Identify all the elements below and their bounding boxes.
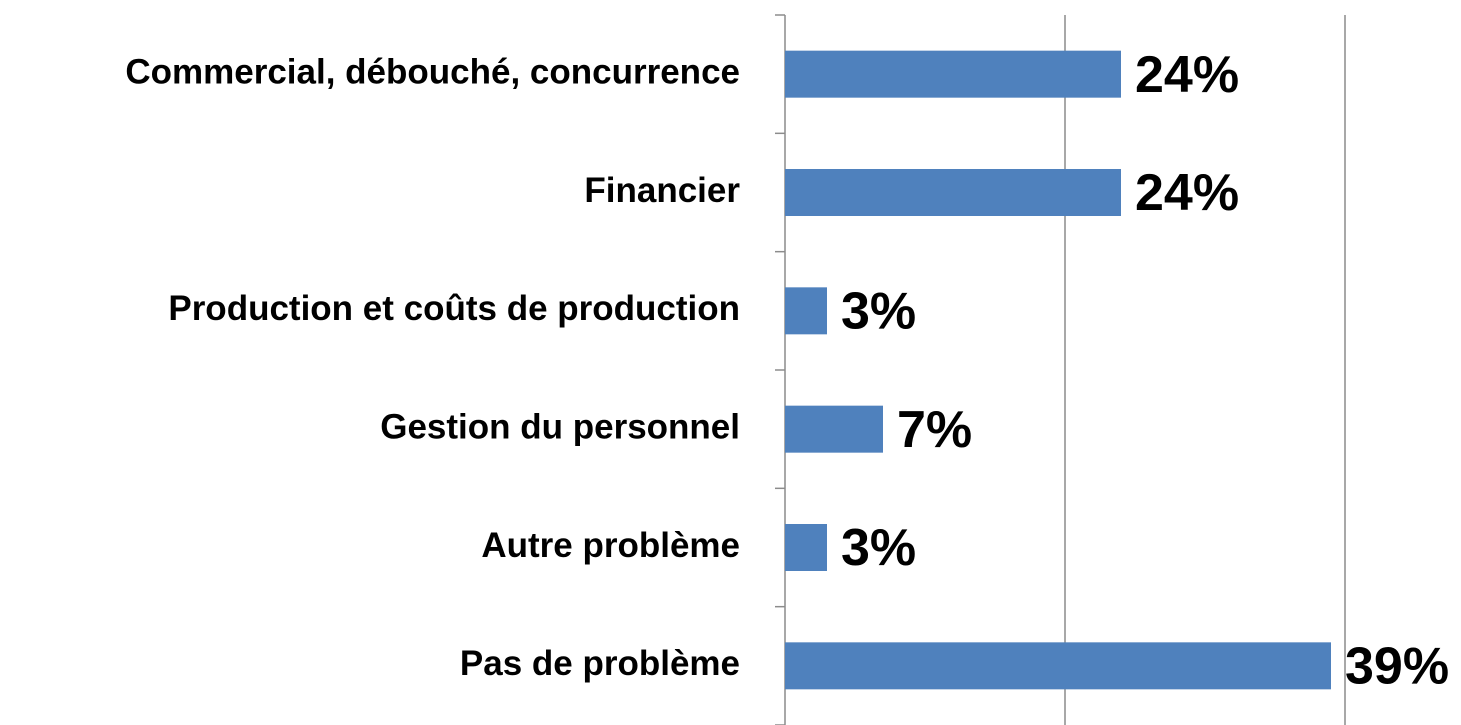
category-label: Commercial, débouché, concurrence — [125, 52, 740, 91]
bar — [785, 287, 827, 335]
value-label: 24% — [1135, 164, 1239, 222]
bar — [785, 405, 883, 453]
category-label: Production et coûts de production — [168, 289, 740, 328]
value-label: 3% — [841, 283, 916, 341]
category-label: Financier — [584, 171, 740, 210]
bar — [785, 50, 1121, 98]
bar — [785, 169, 1121, 216]
bar — [785, 524, 827, 571]
value-label: 39% — [1345, 638, 1449, 696]
category-label: Gestion du personnel — [380, 407, 740, 446]
category-label: Autre problème — [481, 526, 740, 565]
value-label: 7% — [897, 401, 972, 459]
value-label: 3% — [841, 519, 916, 577]
value-label: 24% — [1135, 46, 1239, 104]
bar — [785, 642, 1331, 690]
category-label: Pas de problème — [460, 644, 740, 683]
